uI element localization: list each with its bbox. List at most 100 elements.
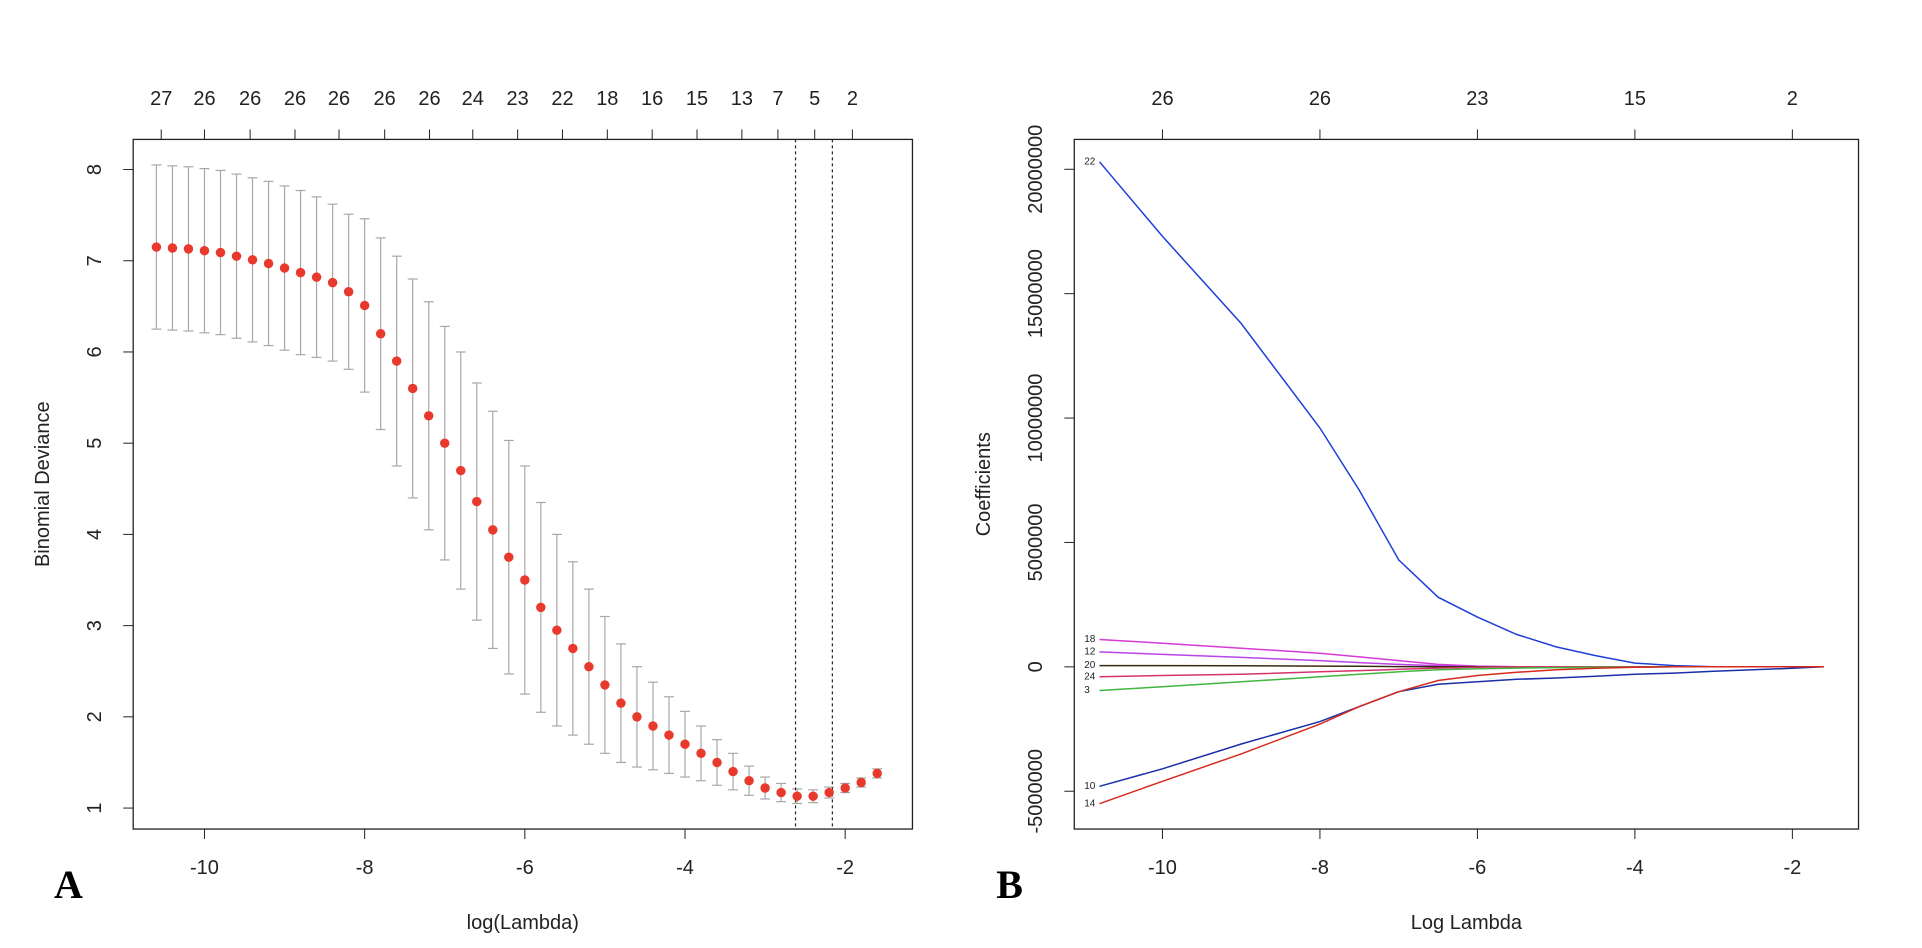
x-tick-label: -4 <box>1626 857 1644 879</box>
x-tick-label: -2 <box>1783 857 1801 879</box>
y-tick-label: 6 <box>84 346 106 357</box>
point <box>840 783 850 793</box>
y-tick-label: 0 <box>1025 661 1047 672</box>
point <box>472 496 482 507</box>
point <box>792 791 802 801</box>
point <box>712 757 722 768</box>
y-tick-label: 1 <box>84 803 106 814</box>
point <box>407 383 418 394</box>
y-tick-label: 15000000 <box>1025 249 1047 338</box>
coefficient-path <box>1099 666 1824 805</box>
point <box>680 739 690 749</box>
top-tick-label: 13 <box>731 88 753 110</box>
point <box>215 247 226 258</box>
point <box>776 787 786 798</box>
point <box>167 243 178 253</box>
point <box>808 791 818 801</box>
point <box>536 602 546 613</box>
y-tick-label: 4 <box>84 529 106 540</box>
point <box>359 300 370 311</box>
series-label: 14 <box>1084 798 1096 809</box>
top-tick-label: 16 <box>641 88 663 110</box>
coefficient-path <box>1099 666 1824 692</box>
x-tick-label: -4 <box>676 857 694 879</box>
x-axis-label: Log Lambda <box>1411 912 1523 934</box>
top-tick-label: 2 <box>1787 88 1798 110</box>
series-label: 20 <box>1084 660 1096 671</box>
series-label: 3 <box>1084 685 1090 696</box>
point <box>423 411 434 421</box>
x-tick-label: -10 <box>190 857 219 879</box>
coefficient-path <box>1099 651 1824 668</box>
point <box>584 661 594 672</box>
y-tick-label: 5000000 <box>1025 504 1047 582</box>
point <box>391 356 402 366</box>
point <box>311 272 322 282</box>
y-tick-label: 5 <box>84 438 106 449</box>
top-tick-label: 26 <box>239 88 261 110</box>
top-tick-label: 26 <box>193 88 215 110</box>
point <box>279 263 290 273</box>
point <box>632 712 642 722</box>
panel-label: A <box>54 862 83 907</box>
top-tick-label: 15 <box>1624 88 1646 110</box>
y-tick-label: 20000000 <box>1025 125 1047 214</box>
point <box>327 277 338 288</box>
point <box>488 525 498 535</box>
y-tick-label: 8 <box>84 164 106 175</box>
top-tick-label: 24 <box>462 88 484 110</box>
panel-label: B <box>996 862 1023 907</box>
y-tick-label: 10000000 <box>1025 374 1047 463</box>
point <box>568 643 578 654</box>
x-tick-label: -10 <box>1148 857 1177 879</box>
top-tick-label: 18 <box>596 88 618 110</box>
series-label: 12 <box>1084 647 1096 658</box>
x-axis-label: log(Lambda) <box>467 912 579 934</box>
point <box>648 721 658 731</box>
top-tick-label: 23 <box>1466 88 1488 110</box>
point <box>343 287 354 297</box>
y-tick-label: -5000000 <box>1025 749 1047 834</box>
point <box>440 438 450 448</box>
point <box>600 680 610 690</box>
coefficient-path <box>1099 666 1824 788</box>
point <box>295 267 306 278</box>
top-tick-label: 7 <box>772 88 783 110</box>
top-tick-label: 26 <box>374 88 396 110</box>
point <box>263 258 274 269</box>
top-tick-label: 23 <box>506 88 528 110</box>
top-tick-label: 26 <box>1151 88 1173 110</box>
point <box>552 625 562 635</box>
point <box>664 730 674 740</box>
y-axis-label: Coefficients <box>973 432 995 536</box>
point <box>760 783 770 793</box>
series-label: 22 <box>1084 156 1096 167</box>
x-tick-label: -6 <box>1469 857 1487 879</box>
point <box>744 775 754 786</box>
point <box>199 245 210 256</box>
coefficient-path <box>1098 161 1824 668</box>
coefficient-path <box>1099 638 1824 668</box>
top-tick-label: 27 <box>150 88 172 110</box>
point <box>856 777 866 788</box>
point <box>183 244 194 254</box>
x-tick-label: -8 <box>1311 857 1329 879</box>
point <box>872 768 882 779</box>
point <box>151 242 162 252</box>
top-tick-label: 26 <box>1309 88 1331 110</box>
x-tick-label: -6 <box>516 857 534 879</box>
top-tick-label: 26 <box>328 88 350 110</box>
point <box>696 748 706 759</box>
point <box>375 328 386 339</box>
series-label: 24 <box>1084 671 1096 682</box>
top-tick-label: 22 <box>551 88 573 110</box>
top-tick-label: 15 <box>686 88 708 110</box>
top-tick-label: 5 <box>809 88 820 110</box>
point <box>824 787 834 798</box>
y-tick-label: 3 <box>84 620 106 631</box>
series-label: 10 <box>1084 781 1096 792</box>
plot-frame <box>132 138 914 830</box>
y-tick-label: 2 <box>84 711 106 722</box>
